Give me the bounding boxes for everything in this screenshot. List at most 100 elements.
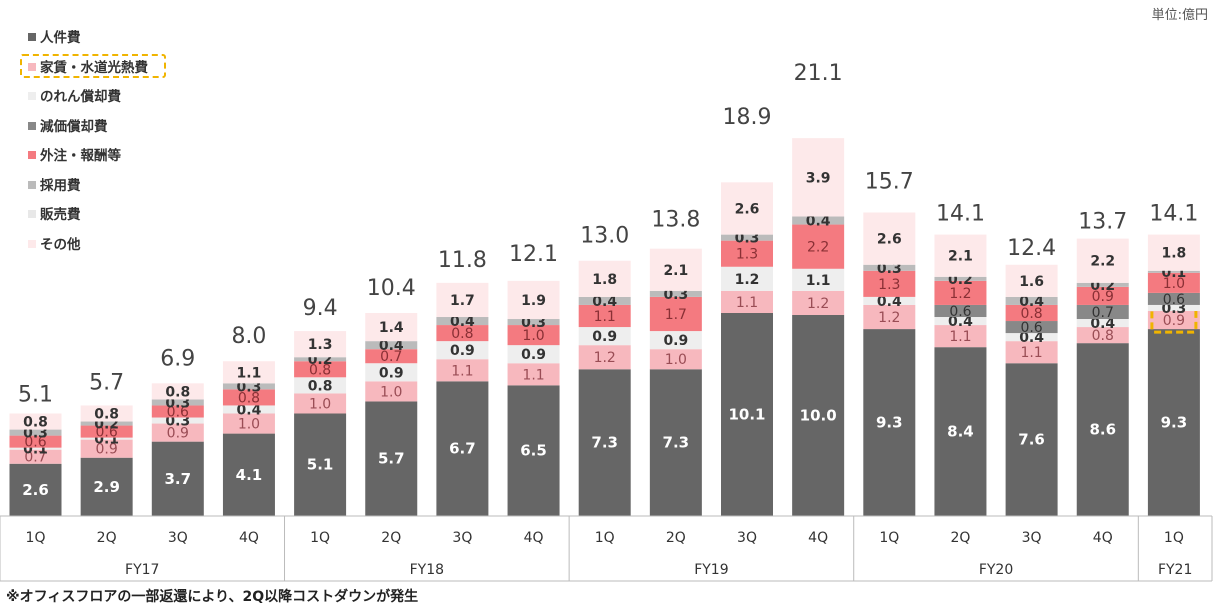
legend-swatch: [28, 180, 36, 189]
bar-segment: [792, 216, 845, 225]
bar-segment: [151, 383, 204, 400]
bar-segment: [934, 234, 987, 277]
x-tick-label: 1Q: [310, 530, 330, 546]
bar-segment: [578, 296, 631, 305]
bar-segment: [1076, 343, 1129, 516]
x-tick-label: 3Q: [168, 530, 188, 546]
data-label: 6.7: [449, 440, 476, 458]
total-label: 13.7: [1078, 210, 1127, 235]
data-label: 0.3: [735, 231, 760, 247]
bar-segment: [863, 270, 916, 297]
bar-segment: [1076, 282, 1129, 287]
bar-segment: [436, 325, 489, 342]
total-label: 14.1: [936, 202, 985, 227]
data-label: 1.0: [522, 328, 544, 344]
data-label: 1.7: [450, 293, 475, 309]
bar-segment: [934, 347, 987, 516]
data-label: 0.3: [237, 379, 262, 395]
total-label: 14.1: [1149, 202, 1198, 227]
bar-segment: [1076, 286, 1129, 305]
x-tick-label: 3Q: [452, 530, 472, 546]
data-label: 0.6: [949, 304, 971, 320]
data-label: 0.4: [379, 338, 404, 354]
data-label: 0.4: [806, 214, 831, 230]
legend-item: 減価償却費: [28, 117, 148, 147]
bar-segment: [1147, 310, 1200, 330]
unit-label: 単位:億円: [1151, 8, 1208, 23]
total-label: 15.7: [865, 169, 914, 194]
x-tick-label: 4Q: [808, 530, 828, 546]
group-label: FY19: [694, 562, 728, 578]
legend-label: 人件費: [40, 30, 81, 46]
bar-segment: [365, 349, 418, 364]
bar-segment: [1005, 296, 1058, 305]
bar-segment: [9, 449, 62, 464]
data-label: 1.0: [1163, 276, 1185, 292]
total-label: 6.9: [160, 346, 195, 371]
data-label: 1.2: [594, 350, 616, 366]
x-tick-label: 1Q: [1164, 530, 1184, 546]
data-label: 7.6: [1018, 431, 1045, 449]
x-tick-label: 4Q: [524, 530, 544, 546]
data-label: 8.4: [947, 423, 974, 441]
x-tick-label: 1Q: [26, 530, 46, 546]
bar-segment: [792, 138, 845, 217]
data-label: 1.1: [522, 367, 544, 383]
data-label: 1.0: [309, 396, 331, 412]
data-label: 0.7: [24, 450, 46, 466]
x-tick-label: 1Q: [595, 530, 615, 546]
total-label: 5.7: [89, 370, 124, 395]
data-label: 1.1: [237, 365, 262, 381]
bar-segment: [436, 317, 489, 326]
data-label: 1.1: [736, 295, 758, 311]
data-label: 1.1: [451, 363, 473, 379]
bar-segment: [578, 327, 631, 346]
legend-label: 採用費: [40, 177, 81, 194]
bar-segment: [1005, 321, 1058, 334]
data-label: 1.0: [665, 352, 687, 368]
bar-segment: [507, 345, 560, 364]
bar-segment: [80, 425, 133, 438]
data-label: 1.3: [736, 247, 758, 263]
group-label: FY20: [979, 562, 1013, 578]
bar-segment: [863, 296, 916, 305]
data-label: 1.3: [878, 277, 900, 293]
data-label: 0.8: [451, 326, 473, 342]
x-tick-label: 3Q: [1022, 530, 1042, 546]
data-label: 0.7: [1092, 305, 1114, 321]
bar-segment: [9, 435, 62, 448]
data-label: 8.6: [1089, 421, 1116, 439]
bar-segment: [1005, 304, 1058, 322]
legend-item: 外注・報酬等: [28, 146, 148, 176]
data-label: 2.2: [807, 240, 829, 256]
data-label: 0.4: [1090, 316, 1115, 332]
bar-segment: [1147, 329, 1200, 516]
bar-segment: [9, 429, 62, 436]
data-label: 0.7: [380, 349, 402, 365]
bar-segment: [649, 349, 702, 370]
bar-segment: [649, 296, 702, 332]
total-label: 13.0: [580, 224, 629, 249]
group-label: FY18: [410, 562, 444, 578]
data-label: 0.8: [165, 384, 190, 400]
bar-segment: [294, 393, 347, 414]
bar-segment: [792, 315, 845, 516]
bar-segment: [649, 369, 702, 516]
bar-segment: [151, 405, 204, 418]
total-label: 13.8: [651, 208, 700, 233]
data-label: 0.9: [167, 426, 189, 442]
data-label: 0.8: [308, 378, 333, 394]
bar-segment: [934, 276, 987, 281]
data-label: 0.9: [1163, 313, 1185, 329]
bar-segment: [649, 290, 702, 297]
bar-segment: [1076, 319, 1129, 328]
data-label: 0.9: [592, 329, 617, 345]
bar-segment: [222, 389, 275, 406]
data-label: 1.0: [238, 417, 260, 433]
data-label: 2.6: [22, 481, 49, 499]
data-label: 1.4: [379, 320, 404, 336]
total-label: 10.4: [367, 276, 416, 301]
bar-segment: [151, 417, 204, 424]
legend-label: 家賃・水道光熱費: [40, 59, 148, 76]
